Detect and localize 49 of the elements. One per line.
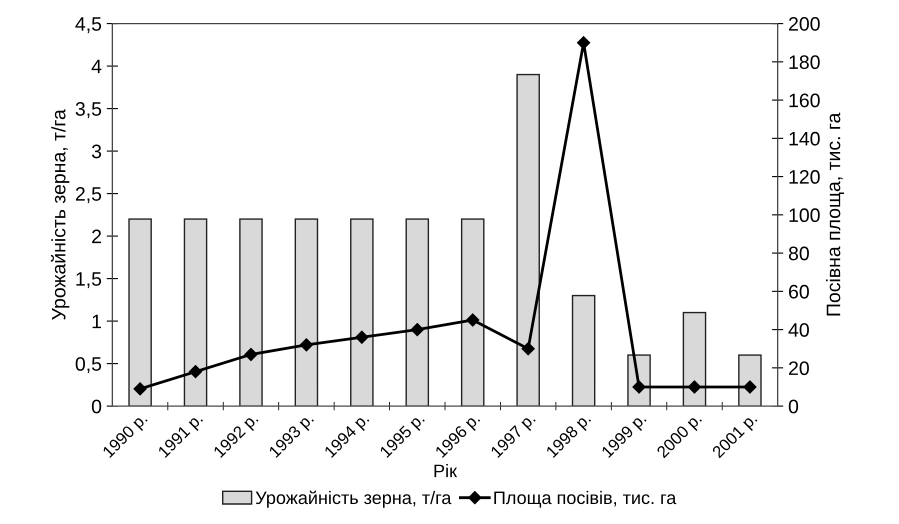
y-tick-label: 1 [92,314,102,328]
bar [239,218,263,406]
y-tick-label: 1,5 [76,272,102,288]
bar [460,218,485,406]
point [577,36,590,50]
y2-tick-label: 180 [790,55,820,70]
y-tick-label: 0 [92,400,102,414]
point [134,382,147,396]
y-tick-label: 3,5 [76,102,102,118]
bar [682,312,706,406]
y2-tick-label: 120 [790,170,820,184]
y-axis-title: Урожайність зерна, т/га [50,109,70,320]
y2-tick-label: 160 [790,94,820,108]
y2-tick-label: 100 [790,208,820,222]
point [743,380,757,394]
y2-tick-label: 0 [788,400,798,414]
point [300,338,313,352]
point [466,313,480,327]
point [188,365,202,378]
y2-tick-label: 80 [788,246,809,260]
point [688,380,702,394]
bar [128,218,152,406]
bar [294,218,318,406]
bar [184,218,208,406]
legend-label: Урожайність зерна, т/га [256,490,452,508]
y2-axis-title: Посівна площа, тис. га [826,112,844,316]
bar [572,294,596,406]
point [632,380,646,394]
y-tick-label: 4 [92,60,102,74]
bar [516,74,540,406]
point [244,348,258,362]
y-tick-label: 3 [92,144,102,158]
y-tick-label: 0,5 [76,357,102,374]
y-tick-label: 4,5 [75,17,102,34]
y2-tick-label: 200 [789,17,820,31]
legend-label: Площа посівів, тис. га [494,490,676,508]
y-tick-label: 2,5 [76,187,102,204]
point [410,323,424,336]
bar [406,218,430,406]
y2-tick-label: 60 [789,284,809,299]
point [355,330,368,344]
y2-tick-label: 140 [790,132,820,146]
bar [738,354,762,406]
y2-tick-label: 40 [788,323,809,337]
point [522,342,535,356]
y2-tick-label: 20 [789,361,809,376]
y-tick-label: 2 [92,230,101,244]
bar [350,218,374,406]
x-axis-title: Рік [434,464,458,478]
